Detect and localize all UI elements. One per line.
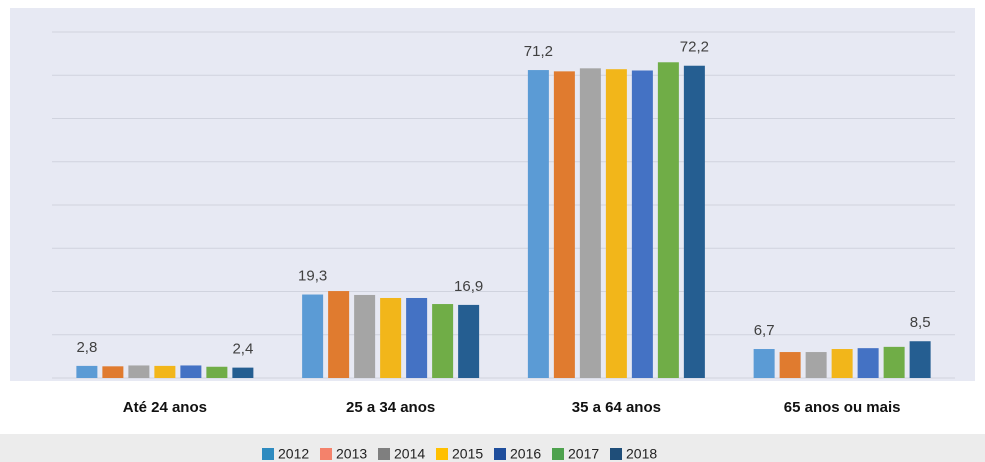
bar: [553, 71, 575, 379]
bar: [779, 352, 801, 378]
legend-label: 2014: [394, 446, 425, 462]
legend-swatch: [494, 448, 506, 460]
bar: [102, 366, 124, 378]
legend-swatch: [378, 448, 390, 460]
legend-swatch: [610, 448, 622, 460]
value-label: 6,7: [754, 322, 775, 339]
legend-label: 2015: [452, 446, 483, 462]
value-label: 19,3: [298, 267, 327, 284]
bar: [831, 349, 853, 378]
bar: [883, 346, 905, 378]
bar: [579, 68, 601, 378]
legend-swatch: [552, 448, 564, 460]
bar: [605, 69, 627, 378]
bar: [406, 297, 428, 378]
value-label: 2,8: [76, 339, 97, 356]
bar: [354, 294, 376, 378]
value-label: 2,4: [232, 341, 253, 358]
x-tick-label: 65 anos ou mais: [784, 399, 901, 416]
x-tick-label: Até 24 anos: [123, 399, 207, 416]
bar: [909, 341, 931, 378]
legend-label: 2016: [510, 446, 541, 462]
bar: [206, 366, 228, 378]
bar: [432, 304, 454, 378]
bar: [683, 65, 705, 379]
value-label: 8,5: [910, 314, 931, 331]
value-label: 16,9: [454, 278, 483, 295]
bar: [154, 365, 176, 378]
bar: [857, 348, 879, 378]
value-label: 71,2: [524, 43, 553, 60]
bar: [302, 294, 324, 378]
bar: [76, 365, 98, 378]
legend-label: 2013: [336, 446, 367, 462]
legend-background: [0, 434, 985, 462]
x-tick-label: 35 a 64 anos: [572, 399, 661, 416]
bar: [380, 297, 402, 378]
bar: [631, 70, 653, 379]
bar: [180, 365, 202, 378]
legend-swatch: [320, 448, 332, 460]
bar: [657, 62, 679, 379]
value-label: 72,2: [680, 39, 709, 56]
bar: [527, 70, 549, 378]
legend-label: 2017: [568, 446, 599, 462]
bar: [805, 352, 827, 378]
legend-label: 2012: [278, 446, 309, 462]
bar: [232, 367, 254, 378]
legend-label: 2018: [626, 446, 657, 462]
bar: [128, 365, 150, 378]
legend-swatch: [436, 448, 448, 460]
bar: [753, 349, 775, 378]
x-tick-label: 25 a 34 anos: [346, 399, 435, 416]
plot-background: [10, 8, 975, 381]
legend-swatch: [262, 448, 274, 460]
bar: [328, 291, 350, 378]
bar: [458, 304, 480, 378]
